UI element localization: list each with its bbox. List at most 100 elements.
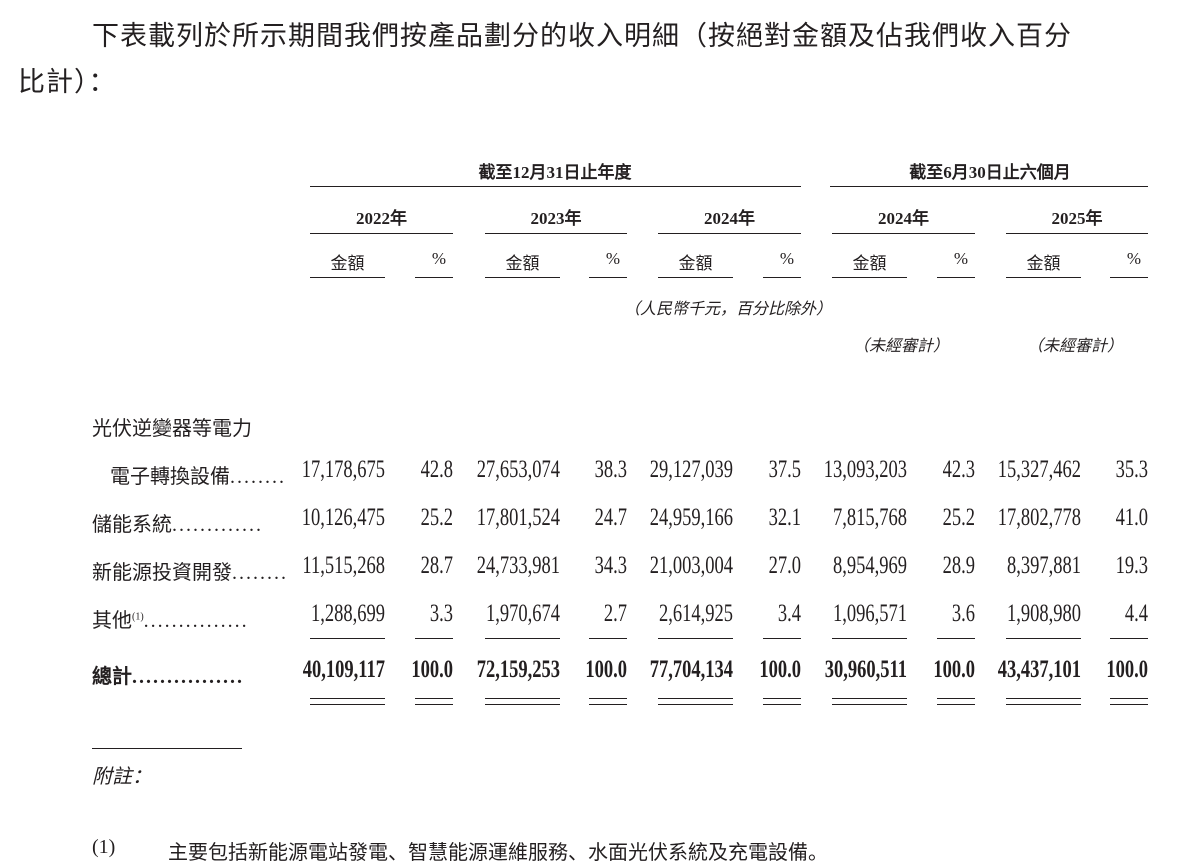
total-double-rule — [589, 704, 627, 705]
subtotal-rule — [658, 638, 733, 639]
footnote-ref: (1) — [132, 611, 144, 623]
amount-cell: 24,733,981 — [476, 552, 560, 579]
subtotal-rule — [937, 638, 975, 639]
row-label-text: 其他 — [92, 610, 132, 632]
leader-dots: ........ — [232, 562, 288, 584]
year-header: 2023年 — [530, 209, 582, 228]
amount-cell: 17,802,778 — [997, 504, 1081, 531]
percent-header: % — [953, 249, 969, 268]
total-double-rule — [485, 704, 560, 705]
amount-cell: 8,954,969 — [833, 552, 907, 579]
total-double-rule — [937, 704, 975, 705]
leader-dots: ............. — [172, 514, 263, 536]
group-header-six-months: 截至6月30日止六個月 — [909, 163, 1071, 182]
total-double-rule — [763, 698, 801, 699]
amount-cell: 8,397,881 — [1007, 552, 1081, 579]
amount-cell: 29,127,039 — [649, 456, 733, 483]
subtotal-rule — [589, 638, 627, 639]
amount-header-rule — [310, 277, 385, 278]
subtotal-rule — [1006, 638, 1081, 639]
total-double-rule — [832, 704, 907, 705]
percent-header-rule — [763, 277, 801, 278]
unaudited-note: （未經審計） — [1026, 338, 1124, 355]
percent-header: % — [779, 249, 795, 268]
percent-cell: 100.0 — [1106, 656, 1148, 683]
amount-cell: 30,960,511 — [824, 656, 907, 683]
amount-cell: 1,908,980 — [1007, 600, 1081, 627]
amount-header: 金額 — [330, 254, 365, 273]
intro-line-1: 下表載列於所示期間我們按產品劃分的收入明細（按絕對金額及佔我們收入百分 — [92, 21, 1072, 51]
row-label-text: 新能源投資開發 — [92, 562, 232, 584]
percent-header-rule — [589, 277, 627, 278]
amount-cell: 7,815,768 — [833, 504, 907, 531]
percent-cell: 4.4 — [1124, 600, 1148, 627]
total-double-rule — [415, 698, 453, 699]
percent-cell: 100.0 — [759, 656, 801, 683]
leader-dots: ................ — [132, 666, 244, 688]
year-rule — [1006, 233, 1148, 234]
amount-header: 金額 — [678, 254, 713, 273]
total-double-rule — [1110, 704, 1148, 705]
percent-cell: 3.6 — [951, 600, 975, 627]
percent-cell: 38.3 — [594, 456, 627, 483]
row-label: 儲能系統............. — [92, 508, 263, 537]
percent-cell: 42.8 — [420, 456, 453, 483]
amount-cell: 15,327,462 — [997, 456, 1081, 483]
amount-header-rule — [485, 277, 560, 278]
amount-cell: 1,970,674 — [486, 600, 560, 627]
year-header: 2024年 — [704, 209, 755, 228]
total-double-rule — [1110, 698, 1148, 699]
footnote-text: 主要包括新能源電站發電、智慧能源運維服務、水面光伏系統及充電設備。 — [168, 842, 828, 864]
amount-cell: 72,159,253 — [476, 656, 560, 683]
total-double-rule — [937, 698, 975, 699]
percent-cell: 25.2 — [420, 504, 453, 531]
group-header-annual: 截至12月31日止年度 — [478, 163, 632, 182]
percent-cell: 32.1 — [768, 504, 801, 531]
percent-header: % — [1126, 249, 1142, 268]
amount-cell: 2,614,925 — [659, 600, 733, 627]
year-header: 2024年 — [878, 209, 929, 228]
row-label-line1: 光伏逆變器等電力 — [92, 418, 252, 440]
amount-header-rule — [658, 277, 733, 278]
footnote-marker: (1) — [92, 836, 116, 858]
row-label: 新能源投資開發........ — [92, 556, 288, 585]
percent-cell: 41.0 — [1115, 504, 1148, 531]
amount-cell: 43,437,101 — [997, 656, 1081, 683]
total-double-rule — [1006, 704, 1081, 705]
amount-cell: 17,178,675 — [301, 456, 385, 483]
subtotal-rule — [485, 638, 560, 639]
row-label: 其他(1)............... — [92, 604, 249, 633]
year-header: 2025年 — [1051, 209, 1103, 228]
total-double-rule — [485, 698, 560, 699]
total-double-rule — [832, 698, 907, 699]
unit-note: （人民幣千元，百分比除外） — [623, 301, 833, 318]
percent-cell: 25.2 — [942, 504, 975, 531]
percent-header-rule — [1110, 277, 1148, 278]
percent-header-rule — [415, 277, 453, 278]
percent-cell: 35.3 — [1115, 456, 1148, 483]
year-rule — [310, 233, 453, 234]
total-double-rule — [415, 704, 453, 705]
amount-cell: 40,109,117 — [302, 656, 385, 683]
unaudited-note: （未經審計） — [852, 338, 950, 355]
amount-header-rule — [832, 277, 907, 278]
percent-cell: 3.4 — [777, 600, 801, 627]
leader-dots: ............... — [143, 610, 249, 632]
total-double-rule — [658, 704, 733, 705]
percent-header-rule — [937, 277, 975, 278]
percent-cell: 42.3 — [942, 456, 975, 483]
subtotal-rule — [763, 638, 801, 639]
percent-cell: 100.0 — [411, 656, 453, 683]
amount-cell: 13,093,203 — [823, 456, 907, 483]
group-rule — [310, 186, 801, 187]
group-rule — [830, 186, 1148, 187]
amount-cell: 1,288,699 — [311, 600, 385, 627]
total-double-rule — [1006, 698, 1081, 699]
percent-cell: 28.7 — [420, 552, 453, 579]
amount-cell: 11,515,268 — [302, 552, 385, 579]
row-label-text: 電子轉換設備 — [110, 466, 230, 488]
notes-heading: 附註： — [92, 766, 152, 788]
intro-line-2: 比計）： — [18, 67, 117, 97]
row-label: 總計................ — [92, 660, 244, 689]
percent-cell: 3.3 — [429, 600, 453, 627]
